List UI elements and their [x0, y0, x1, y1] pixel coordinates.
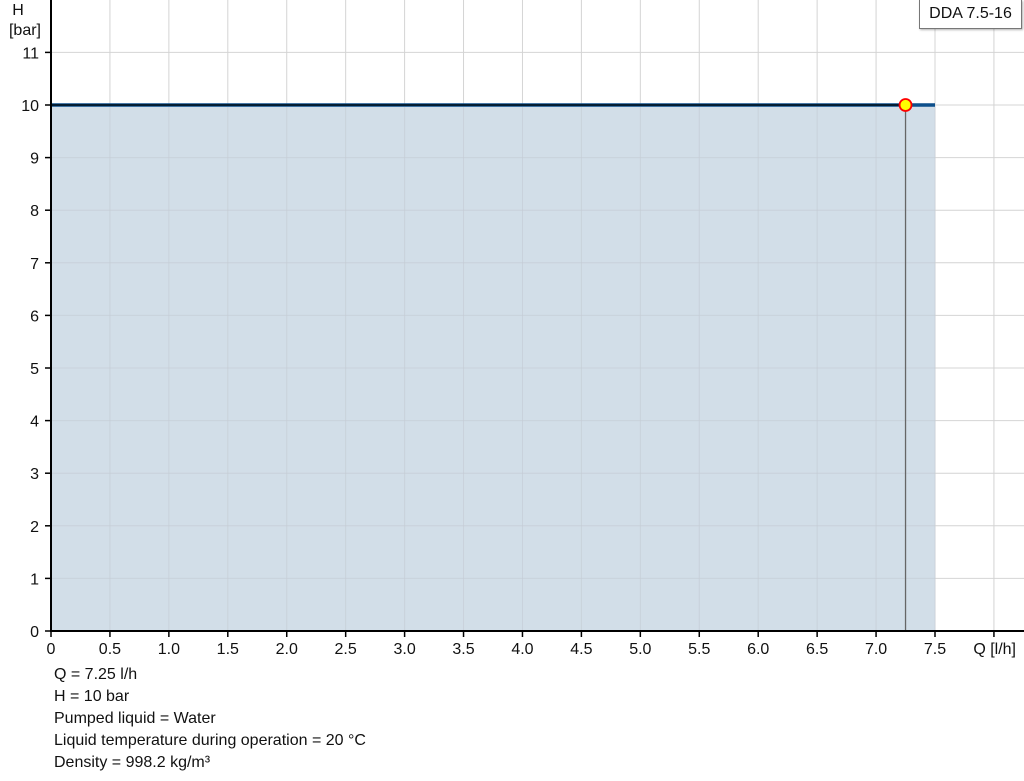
y-tick-label: 3	[30, 466, 39, 483]
duty-point-marker	[898, 98, 913, 112]
x-axis-label: Q [l/h]	[973, 641, 1016, 658]
y-axis-unit: [bar]	[9, 22, 41, 39]
y-tick-label: 7	[30, 256, 39, 273]
legend-series-name: DDA 7.5-16	[919, 0, 1022, 29]
x-tick-label: 5.0	[629, 641, 651, 658]
chart-svg: 0 0.5 1.0 1.5 2.0 2.5 3.0 3.5 4.0 4.5 5.0 5.5 6.0 6.5…	[9, 0, 1024, 658]
x-tick-label: 2.0	[276, 641, 298, 658]
x-tick-label: 1.5	[217, 641, 239, 658]
info-head: H = 10 bar	[54, 688, 130, 705]
y-tick-label: 10	[21, 98, 39, 115]
y-tick-label: 2	[30, 519, 39, 536]
x-tick-label: 0	[47, 641, 56, 658]
x-tick-label: 7.0	[865, 641, 887, 658]
info-temperature: Liquid temperature during operation = 20…	[54, 732, 366, 749]
y-tick-label: 0	[30, 624, 39, 641]
y-tick-label: 4	[30, 414, 39, 431]
y-axis-label: H	[12, 2, 24, 19]
x-tick-label: 2.5	[335, 641, 357, 658]
x-tick-label: 4.0	[511, 641, 533, 658]
y-tick-label: 6	[30, 308, 39, 325]
y-tick-label: 11	[22, 45, 39, 62]
x-tick-label: 6.0	[747, 641, 769, 658]
x-tick-label: 6.5	[806, 641, 828, 658]
x-tick-label: 0.5	[99, 641, 121, 658]
y-tick-label: 5	[30, 361, 39, 378]
x-tick-label: 4.5	[570, 641, 592, 658]
info-flow: Q = 7.25 l/h	[54, 666, 138, 683]
y-tick-label: 8	[30, 203, 39, 220]
x-tick-label: 5.5	[688, 641, 710, 658]
y-tick-label: 9	[30, 151, 39, 168]
x-tick-label: 3.5	[452, 641, 474, 658]
info-density: Density = 998.2 kg/m³	[54, 754, 211, 771]
y-tick-label: 1	[30, 571, 39, 588]
info-liquid: Pumped liquid = Water	[54, 710, 216, 727]
duty-point-info: Q = 7.25 l/h H = 10 bar Pumped liquid = …	[54, 664, 366, 774]
x-tick-label: 7.5	[924, 641, 946, 658]
x-tick-label: 1.0	[158, 641, 180, 658]
x-tick-label: 3.0	[393, 641, 415, 658]
